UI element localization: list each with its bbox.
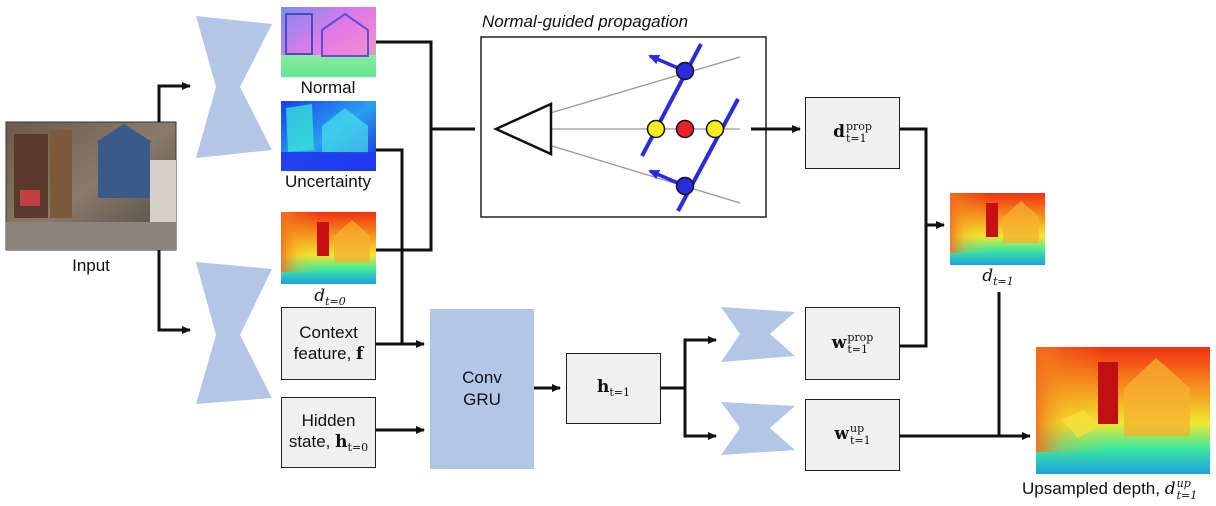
d1-label: dt=1: [982, 266, 1014, 288]
up-weight-network: [721, 402, 795, 455]
hidden-line1: Hidden: [301, 411, 356, 430]
camera-frustum-icon: [492, 102, 553, 156]
propagation-title: Normal-guided propagation: [482, 12, 689, 31]
conv-gru-line1: Conv: [462, 367, 502, 387]
wup-sub: t=1: [850, 434, 871, 447]
upper-plane-line: [640, 43, 703, 157]
left-propagated-pixel: [646, 119, 666, 139]
wup-box: w up t=1: [805, 399, 900, 471]
conv-gru-block: Conv GRU: [430, 309, 534, 469]
hidden-state-box: Hidden state, ht=0: [281, 397, 376, 468]
context-symbol: f: [356, 344, 364, 364]
context-line2: feature,: [293, 344, 352, 363]
hidden-symbol: h: [335, 432, 348, 453]
input-image: [5, 121, 177, 251]
hidden-sub: t=0: [347, 441, 369, 455]
encoder-bottom-network: [196, 262, 272, 404]
wprop-sub: t=1: [847, 342, 868, 356]
h1-symbol: h: [596, 377, 610, 398]
propagation-panel: [480, 36, 767, 218]
lower-neighbor-pixel: [675, 176, 695, 196]
dprop-sup: prop: [845, 120, 872, 134]
wup-symbol: w: [834, 424, 849, 445]
d0-label: dt=0: [314, 286, 346, 308]
right-propagated-pixel: [705, 119, 725, 139]
center-pixel: [675, 119, 695, 139]
connectors: [157, 40, 1031, 440]
h1-sub: t=1: [609, 386, 630, 400]
context-line1: Context: [299, 322, 358, 342]
dprop-symbol: d: [833, 122, 845, 143]
encoder-top-network: [196, 16, 272, 158]
normal-map: [281, 7, 376, 77]
input-label: Input: [72, 256, 110, 275]
hidden-state-t1-box: ht=1: [566, 353, 661, 424]
conv-gru-line2: GRU: [463, 390, 501, 409]
depth-map-t1: [950, 193, 1045, 265]
upsampled-depth-label: Upsampled depth, d up t=1: [1022, 477, 1198, 502]
dprop-sub: t=1: [845, 132, 867, 145]
dprop-box: d prop t=1: [805, 97, 900, 169]
prop-weight-network: [721, 307, 795, 362]
upper-neighbor-pixel: [675, 61, 695, 81]
hidden-line2: state,: [288, 432, 331, 452]
wprop-sup: prop: [847, 330, 874, 344]
wprop-box: w prop t=1: [805, 307, 900, 380]
wup-sup: up: [850, 422, 865, 436]
uncertainty-map: [281, 101, 376, 171]
depth-map-t0: [281, 212, 376, 284]
upsampled-depth-map: [1036, 347, 1210, 474]
wprop-symbol: w: [831, 333, 847, 353]
normal-label: Normal: [300, 78, 356, 97]
uncertainty-label: Uncertainty: [285, 172, 371, 191]
context-feature-box: Context feature, f: [281, 307, 376, 380]
